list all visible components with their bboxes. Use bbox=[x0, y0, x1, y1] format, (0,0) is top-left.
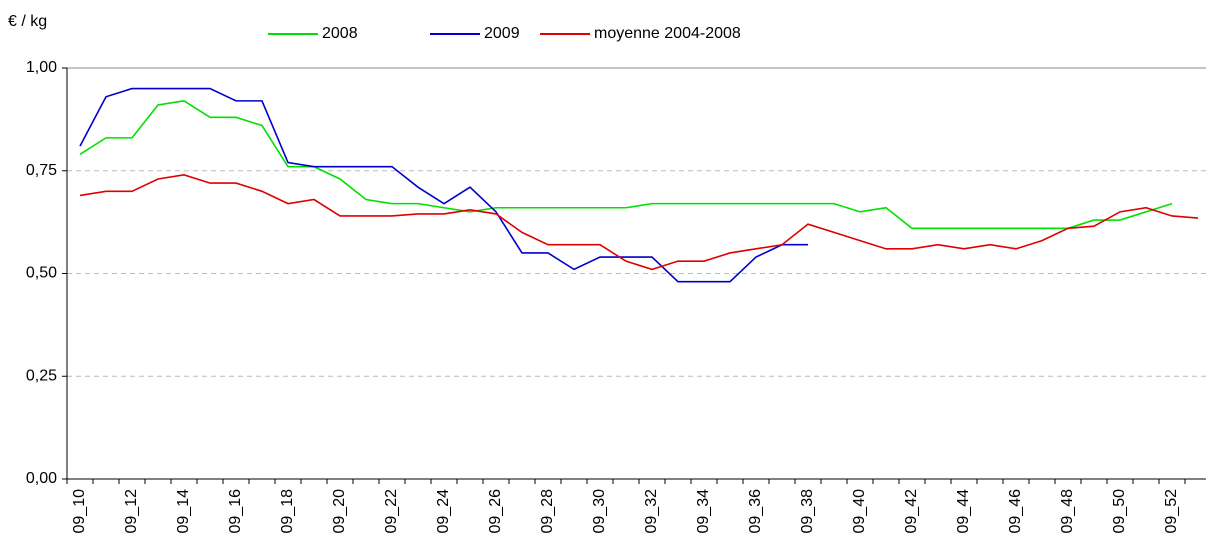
series-line bbox=[79, 87, 808, 283]
series-line bbox=[79, 100, 1173, 230]
x-tick-label: 09_32 bbox=[643, 489, 660, 534]
x-tick-label: 09_12 bbox=[123, 489, 140, 534]
x-tick-label: 09_42 bbox=[903, 489, 920, 534]
y-tick-label: 1,00 bbox=[26, 59, 57, 76]
x-tick-label: 09_28 bbox=[539, 489, 556, 534]
x-tick-label: 09_38 bbox=[799, 489, 816, 534]
x-tick-label: 09_52 bbox=[1163, 489, 1180, 534]
x-tick-label: 09_10 bbox=[71, 489, 88, 534]
x-tick-label: 09_26 bbox=[487, 489, 504, 534]
x-tick-label: 09_50 bbox=[1111, 489, 1128, 534]
y-tick-label: 0,25 bbox=[26, 367, 57, 384]
y-tick-label: 0,00 bbox=[26, 470, 57, 487]
x-tick-label: 09_20 bbox=[331, 489, 348, 534]
series-line bbox=[79, 174, 1199, 271]
legend-label: 2009 bbox=[484, 25, 520, 42]
x-tick-label: 09_48 bbox=[1059, 489, 1076, 534]
x-tick-label: 09_30 bbox=[591, 489, 608, 534]
legend-label: moyenne 2004-2008 bbox=[594, 25, 741, 42]
x-tick-label: 09_44 bbox=[955, 489, 972, 534]
y-tick-label: 0,50 bbox=[26, 265, 57, 282]
x-tick-label: 09_22 bbox=[383, 489, 400, 534]
x-tick-label: 09_14 bbox=[175, 489, 192, 534]
x-tick-label: 09_36 bbox=[747, 489, 764, 534]
legend-label: 2008 bbox=[322, 25, 358, 42]
y-axis-label: € / kg bbox=[8, 13, 47, 30]
x-tick-label: 09_34 bbox=[695, 489, 712, 534]
x-tick-label: 09_46 bbox=[1007, 489, 1024, 534]
x-tick-label: 09_18 bbox=[279, 489, 296, 534]
y-tick-label: 0,75 bbox=[26, 162, 57, 179]
x-tick-label: 09_40 bbox=[851, 489, 868, 534]
x-tick-label: 09_24 bbox=[435, 489, 452, 534]
x-tick-label: 09_16 bbox=[227, 489, 244, 534]
